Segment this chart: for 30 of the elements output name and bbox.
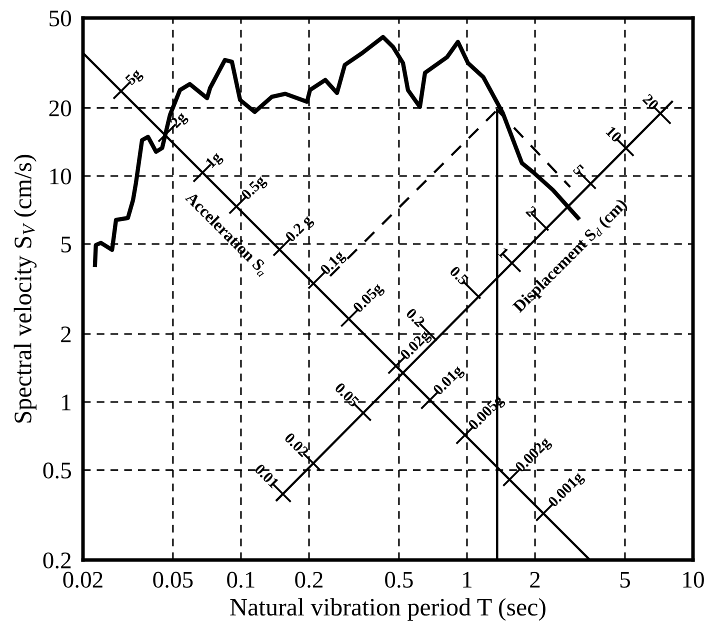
x-tick-label: 0.1 bbox=[227, 572, 254, 588]
annotation: 0.5 bbox=[449, 266, 470, 286]
y-tick-label: 5 bbox=[61, 236, 71, 252]
y-tick-label: 10 bbox=[50, 168, 71, 184]
annotation: 0.05 bbox=[334, 382, 360, 408]
x-tick-label: 0.2 bbox=[295, 572, 322, 588]
annotation: 0.02 bbox=[284, 432, 310, 458]
x-tick-label: 10 bbox=[683, 572, 704, 588]
y-tick-label: 50 bbox=[50, 10, 71, 26]
x-tick-label: 1 bbox=[463, 572, 472, 588]
annotation: 5g bbox=[124, 68, 145, 88]
x-tick-label: 0.02 bbox=[63, 572, 102, 588]
annotation: 2g bbox=[170, 110, 190, 131]
x-axis-title: Natural vibration period T (sec) bbox=[230, 598, 546, 621]
annotation: 0.1g bbox=[320, 250, 348, 278]
y-tick-label: 0.2 bbox=[43, 552, 71, 569]
x-tick-label: 0.5 bbox=[385, 572, 413, 588]
x-tick-label: 0.05 bbox=[153, 572, 193, 588]
annotation: 1 bbox=[498, 247, 510, 258]
y-axis-title: Spectral velocity S$_{V}$ (cm/s) bbox=[14, 154, 37, 423]
y-tick-label: 0.5 bbox=[43, 462, 71, 479]
y-tick-label: 20 bbox=[49, 100, 71, 116]
annotation: 0.01 bbox=[254, 463, 280, 489]
annotation: 1g bbox=[205, 150, 224, 170]
y-tick-label: 1 bbox=[62, 394, 70, 410]
annotation: 10 bbox=[606, 126, 622, 143]
x-tick-label: 5 bbox=[620, 572, 630, 588]
x-tick-label: 2 bbox=[530, 572, 540, 588]
annotation: 0.2 bbox=[405, 308, 426, 328]
y-tick-label: 2 bbox=[61, 326, 71, 342]
